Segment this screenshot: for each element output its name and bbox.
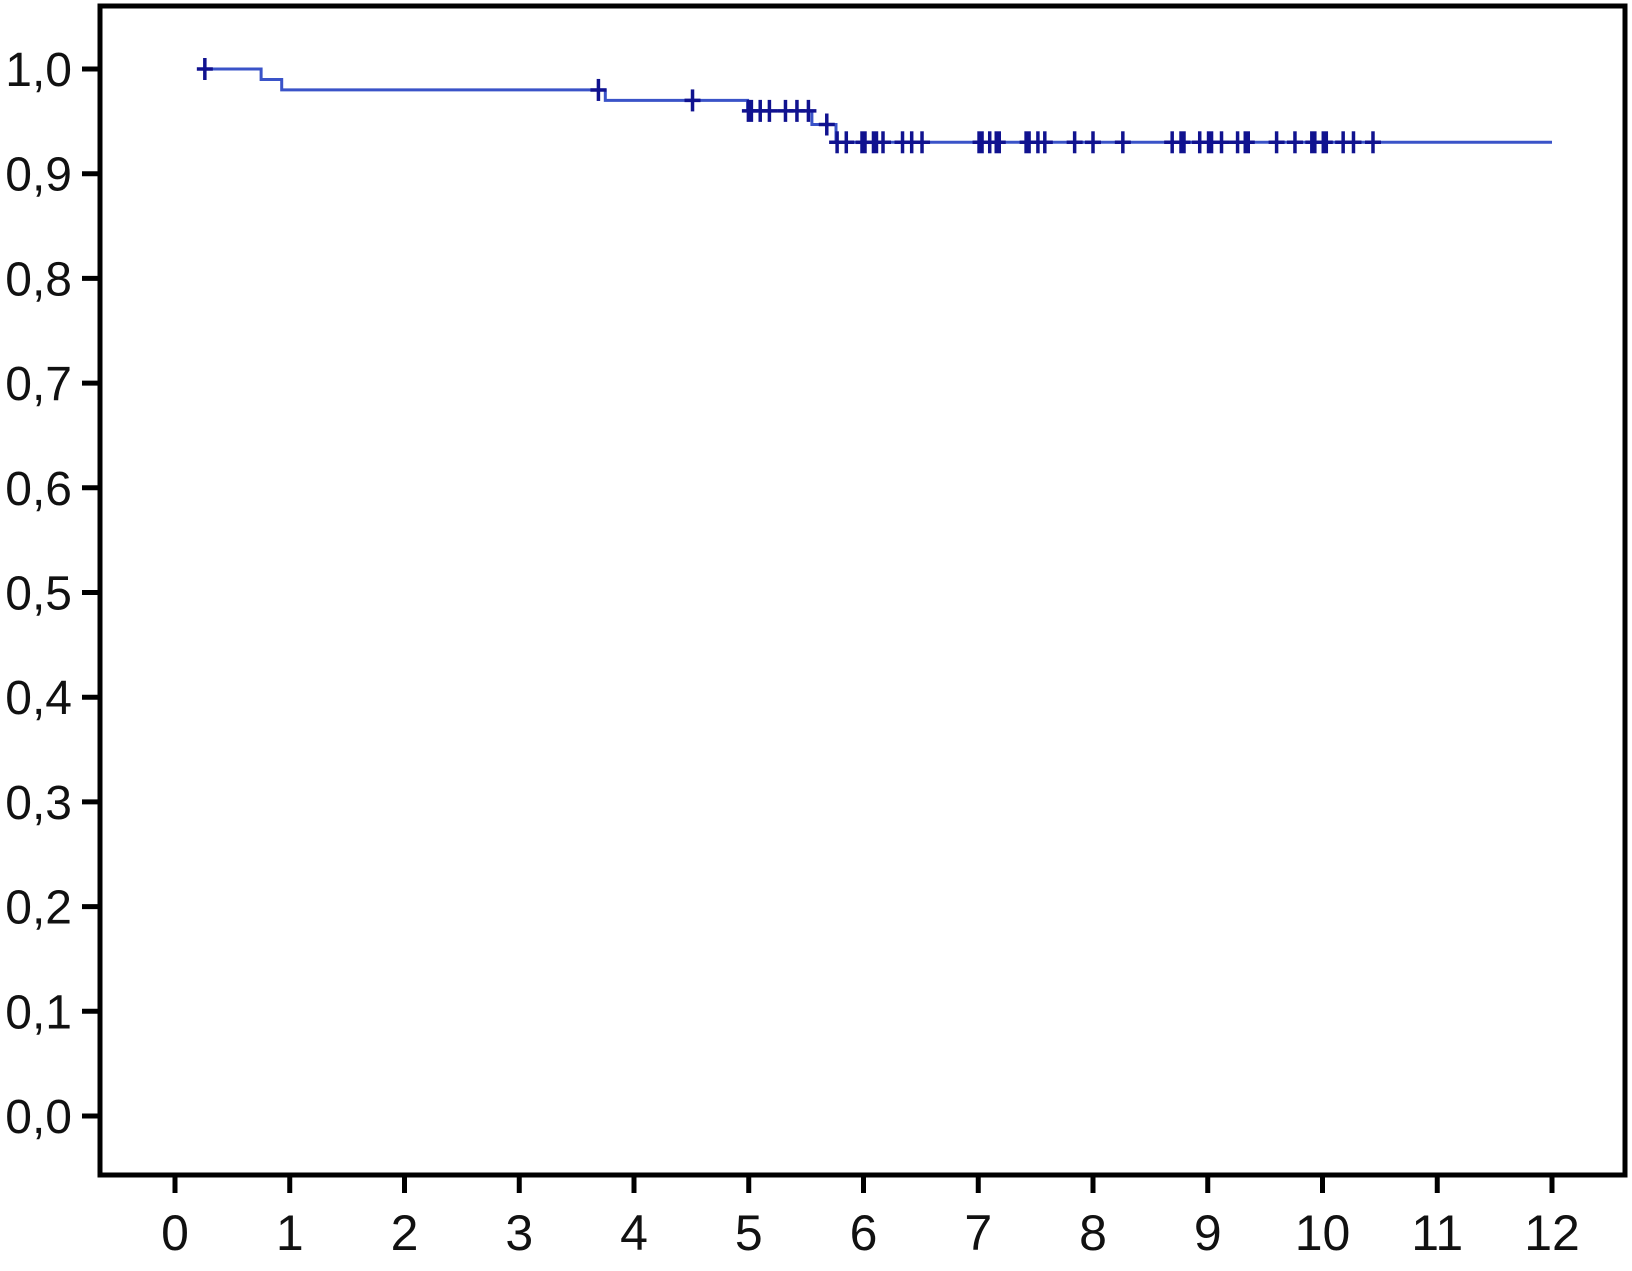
x-tick-label: 12 [1524, 1205, 1580, 1261]
plot-frame [97, 3, 1628, 1178]
y-tick-label: 0,0 [5, 1091, 72, 1144]
y-tick-label: 0,7 [5, 358, 72, 411]
x-tick-label: 2 [391, 1205, 419, 1261]
plot-border [97, 3, 1628, 1178]
x-tick-label: 10 [1295, 1205, 1351, 1261]
x-axis-labels: 0 1 2 3 4 5 6 7 8 9 10 11 12 [161, 1205, 1580, 1261]
x-tick-label: 1 [276, 1205, 304, 1261]
y-axis-labels: 1,0 0,9 0,8 0,7 0,6 0,5 0,4 0,3 0,2 0,1 0,0 [5, 44, 72, 1144]
censor-marks [196, 58, 1381, 154]
y-tick-label: 0,5 [5, 568, 72, 621]
x-tick-label: 0 [161, 1205, 189, 1261]
y-tick-label: 0,3 [5, 777, 72, 830]
x-axis-ticks [172, 1175, 1555, 1193]
x-tick-label: 9 [1194, 1205, 1222, 1261]
y-axis-ticks [82, 66, 100, 1119]
x-tick-label: 8 [1079, 1205, 1107, 1261]
y-tick-label: 0,4 [5, 672, 72, 725]
y-tick-label: 0,1 [5, 986, 72, 1039]
x-tick-label: 7 [964, 1205, 992, 1261]
survival-curve [204, 67, 1552, 144]
y-tick-label: 0,9 [5, 149, 72, 202]
x-tick-label: 3 [505, 1205, 533, 1261]
y-tick-label: 0,6 [5, 463, 72, 516]
y-tick-label: 0,2 [5, 882, 72, 935]
y-tick-label: 1,0 [5, 44, 72, 97]
x-tick-label: 11 [1411, 1205, 1463, 1261]
y-tick-label: 0,8 [5, 253, 72, 306]
survival-step-line [204, 67, 1552, 144]
x-tick-label: 5 [735, 1205, 763, 1261]
x-tick-label: 6 [850, 1205, 878, 1261]
x-tick-label: 4 [620, 1205, 648, 1261]
